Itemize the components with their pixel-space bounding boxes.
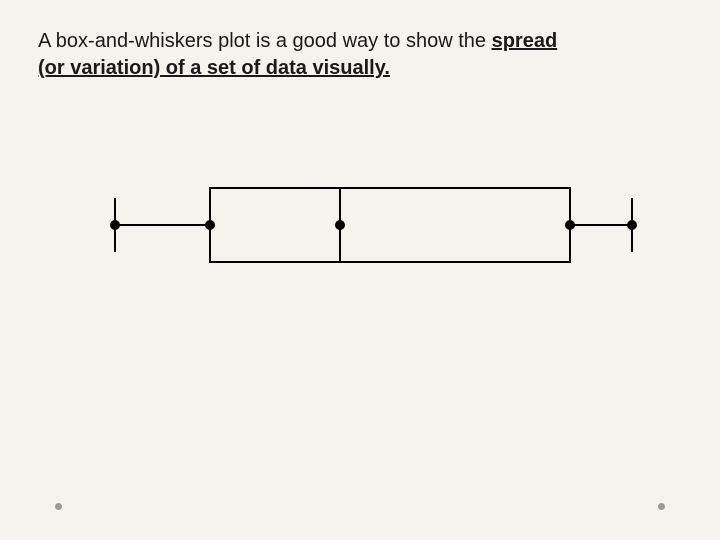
point-median: [335, 220, 345, 230]
boxplot-container: [0, 170, 720, 280]
point-q3: [565, 220, 575, 230]
description-underline-1: spread: [492, 30, 558, 52]
box: [210, 188, 570, 262]
point-min: [110, 220, 120, 230]
point-q1: [205, 220, 215, 230]
decorative-dot-left-icon: [55, 503, 62, 510]
description-text: A box-and-whiskers plot is a good way to…: [38, 28, 658, 82]
slide: A box-and-whiskers plot is a good way to…: [0, 0, 720, 540]
boxplot-diagram: [60, 170, 660, 280]
decorative-dot-right-icon: [658, 503, 665, 510]
description-underline-2: (or variation) of a set of data visually…: [38, 57, 390, 79]
description-plain: A box-and-whiskers plot is a good way to…: [38, 30, 492, 52]
point-max: [627, 220, 637, 230]
